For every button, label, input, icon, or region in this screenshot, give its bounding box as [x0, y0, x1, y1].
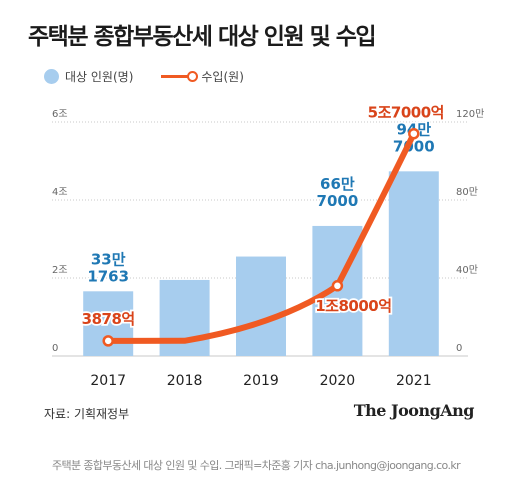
legend-line-label: 수입(원) — [201, 69, 244, 84]
bar-value-label: 7000 — [317, 192, 359, 210]
chart-card: 주택분 종합부동산세 대상 인원 및 수입 대상 인원(명) 수입(원) 0 2조… — [28, 24, 485, 421]
right-tick-label: 40만 — [456, 264, 478, 276]
line-value-label: 1조8000억 — [315, 297, 391, 315]
bar-value-label: 33만 — [91, 250, 126, 268]
x-tick-label: 2019 — [243, 373, 279, 389]
left-tick-label: 4조 — [52, 187, 68, 198]
chart-title: 주택분 종합부동산세 대상 인원 및 수입 — [28, 24, 377, 50]
x-tick-label: 2018 — [167, 373, 203, 389]
legend-bar-swatch — [44, 68, 59, 84]
x-tick-label: 2020 — [320, 373, 356, 389]
left-tick-label: 6조 — [52, 109, 68, 120]
legend: 대상 인원(명) 수입(원) — [44, 66, 244, 86]
bar-value-label: 1763 — [87, 267, 129, 285]
line-value-label: 3878억 — [82, 310, 135, 328]
legend-line-swatch — [161, 70, 199, 82]
line-point — [408, 127, 420, 140]
source-note: 자료: 기획재정부 — [44, 407, 130, 421]
right-tick-label: 120만 — [456, 108, 484, 120]
bar — [236, 256, 286, 356]
figure-caption: 주택분 종합부동산세 대상 인원 및 수입. 그래픽=차준홍 기자 cha.ju… — [51, 459, 461, 472]
right-tick-label: 80만 — [456, 186, 478, 198]
legend-bar-label: 대상 인원(명) — [65, 69, 134, 84]
bar-value-label: 66만 — [320, 175, 355, 193]
line-point — [102, 335, 114, 347]
brand-logo: The JoongAng — [353, 401, 475, 420]
right-tick-label: 0 — [456, 343, 462, 354]
bar — [159, 279, 210, 356]
bar — [388, 171, 439, 356]
x-tick-label: 2021 — [396, 373, 432, 389]
x-tick-label: 2017 — [90, 373, 126, 389]
left-tick-label: 2조 — [52, 265, 68, 276]
line-value-label: 5조7000억 — [368, 104, 444, 122]
line-point — [331, 280, 344, 292]
combo-chart: 0 2조 4조 6조 0 40만 80만 120만 2017 2018 2019 2020 2021 33… — [52, 102, 484, 389]
left-tick-label: 0 — [52, 343, 58, 354]
